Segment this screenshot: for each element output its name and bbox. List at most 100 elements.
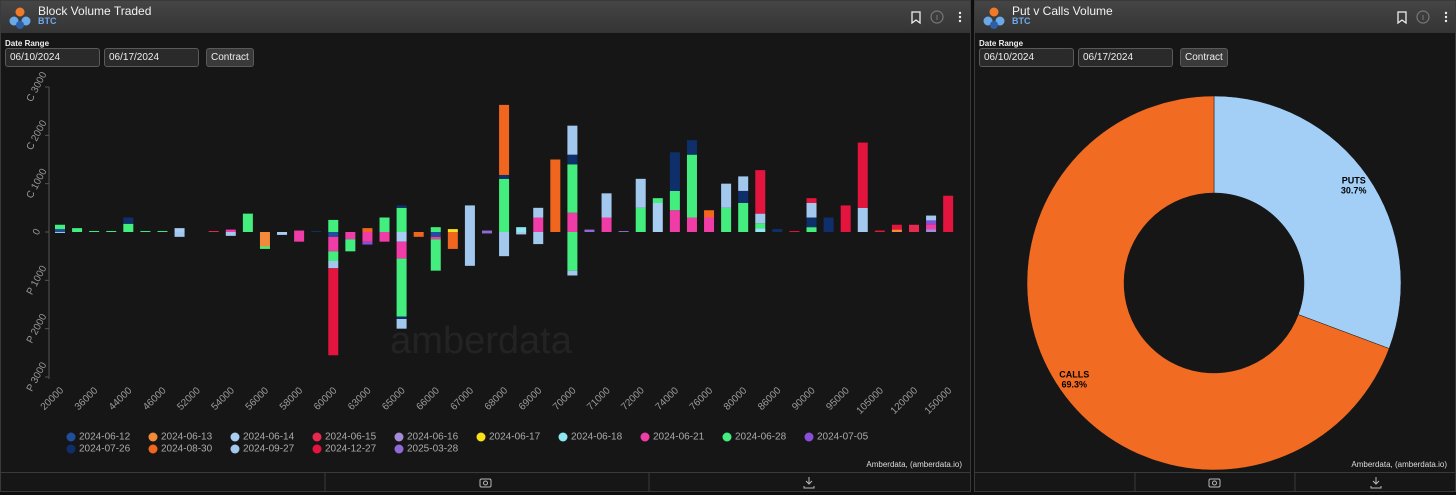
bar-segment — [567, 125, 578, 155]
x-tick-label: 69000 — [517, 385, 545, 413]
bar-segment — [277, 232, 288, 235]
start-date-input[interactable]: 06/10/2024 — [5, 48, 100, 67]
legend-label: 2024-08-30 — [161, 444, 213, 455]
bar-segment — [669, 210, 680, 232]
bar-segment — [806, 198, 817, 203]
bar-segment — [891, 229, 902, 232]
bar-segment — [909, 224, 919, 232]
bar-segment — [704, 210, 715, 218]
slice-value-label: 69.3% — [1062, 379, 1088, 389]
x-tick-label: 52000 — [175, 385, 203, 413]
bar-segment — [345, 232, 356, 240]
legend-swatch — [312, 444, 322, 454]
bar-segment — [157, 231, 168, 232]
bar-segment — [857, 142, 868, 208]
bar-segment — [721, 207, 732, 232]
bar-segment — [311, 231, 322, 232]
logo — [9, 7, 31, 29]
bar-segment — [635, 207, 646, 232]
bar-segment — [362, 241, 373, 245]
bar-segment — [362, 232, 373, 242]
bar-segment — [533, 207, 544, 218]
bar-segment — [294, 230, 305, 232]
bar-segment — [516, 227, 527, 232]
x-tick-label: 74000 — [654, 385, 682, 413]
bar-segment — [464, 205, 475, 232]
legend-label: 2024-06-13 — [161, 432, 213, 443]
legend-swatch — [394, 444, 404, 454]
x-tick-label: 46000 — [141, 385, 169, 413]
bar-segment — [447, 232, 458, 249]
legend-swatch — [66, 444, 76, 454]
legend-swatch — [148, 432, 158, 442]
bar-segment — [516, 232, 527, 235]
bar-segment — [430, 239, 441, 271]
x-tick-label: 105000 — [855, 385, 887, 417]
x-tick-label: 60000 — [312, 385, 340, 413]
x-tick-label: 54000 — [209, 385, 237, 413]
bar-segment — [635, 178, 646, 208]
bar-segment — [601, 217, 612, 232]
x-tick-label: 76000 — [688, 385, 716, 413]
x-tick-label: 72000 — [619, 385, 647, 413]
bar-segment — [567, 270, 578, 276]
toolbar-icons[interactable] — [1, 473, 970, 492]
bar-segment — [55, 229, 65, 232]
bar-segment — [464, 232, 475, 266]
bar-segment — [874, 230, 885, 232]
end-date-input[interactable]: 06/17/2024 — [1078, 48, 1173, 67]
bar-segment — [499, 232, 510, 257]
logo — [983, 7, 1005, 29]
bar-segment — [174, 232, 185, 237]
bar-segment — [618, 231, 629, 232]
header-icons[interactable] — [901, 1, 971, 33]
bar-segment — [704, 217, 715, 232]
legend-swatch — [394, 432, 404, 442]
header-icons[interactable] — [1387, 1, 1456, 33]
toolbar-icons[interactable] — [975, 473, 1455, 492]
end-date-input[interactable]: 06/17/2024 — [104, 48, 199, 67]
contract-button[interactable]: Contract — [1180, 48, 1228, 67]
legend-swatch — [148, 444, 158, 454]
start-date-input[interactable]: 06/10/2024 — [979, 48, 1074, 67]
bar-segment — [396, 258, 407, 317]
x-tick-label: 36000 — [73, 385, 101, 413]
bar-segment — [567, 164, 578, 213]
bar-segment — [499, 178, 510, 232]
bar-segment — [652, 203, 663, 232]
legend-label: 2024-06-17 — [489, 432, 541, 443]
x-tick-label: 66000 — [414, 385, 442, 413]
legend-label: 2024-06-16 — [407, 432, 459, 443]
bar-segment — [669, 152, 680, 191]
bar-segment — [499, 174, 510, 179]
x-tick-label: 90000 — [790, 385, 818, 413]
bar-segment — [328, 251, 339, 261]
bar-segment — [567, 154, 578, 165]
contract-button[interactable]: Contract — [206, 48, 254, 67]
bar-segment — [482, 230, 492, 232]
toolbar — [1, 472, 970, 492]
x-tick-label: 86000 — [756, 385, 784, 413]
bar-segment — [174, 228, 185, 232]
bar-segment — [396, 205, 407, 208]
bar-segment — [396, 316, 407, 319]
bar-segment — [55, 224, 65, 230]
bar-segment — [396, 232, 407, 242]
legend-label: 2024-06-28 — [735, 432, 787, 443]
panel-header: Put v Calls Volume BTC — [975, 1, 1455, 33]
bar-segment — [362, 228, 373, 232]
legend-swatch — [230, 444, 240, 454]
pie-slice — [1213, 95, 1402, 349]
bar-segment — [567, 212, 578, 232]
bar-segment — [89, 231, 100, 232]
x-tick-label: 80000 — [722, 385, 750, 413]
pie-slice — [1026, 95, 1390, 471]
legend-label: 2024-06-21 — [653, 432, 705, 443]
bar-segment — [840, 205, 851, 232]
bar-segment — [755, 223, 766, 229]
bar-segment — [294, 232, 305, 242]
legend-label: 2024-09-27 — [243, 444, 295, 455]
legend-swatch — [804, 432, 814, 442]
watermark: amberdata — [390, 320, 573, 362]
